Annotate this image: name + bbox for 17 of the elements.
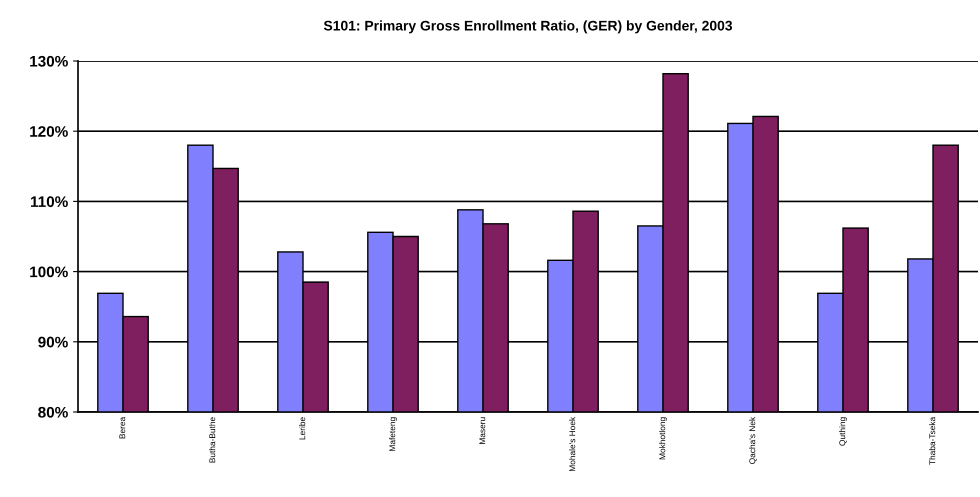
x-tick-label: Thaba-Tseka bbox=[929, 416, 936, 465]
y-tick-label: 80% bbox=[38, 406, 68, 418]
x-tick-label: Leribe bbox=[299, 417, 306, 440]
chart-title: S101: Primary Gross Enrollment Ratio, (GER) by Gender, 2003 bbox=[324, 20, 732, 34]
x-tick-label: Mafeteng bbox=[389, 417, 397, 451]
x-tick-label: Mohale's Hoek bbox=[569, 416, 576, 472]
x-tick-label: Qacha's Nek bbox=[749, 416, 757, 464]
y-tick-label: 120% bbox=[30, 126, 68, 137]
x-tick-label: Mokhotlong bbox=[659, 417, 667, 460]
x-tick-label: Berea bbox=[119, 416, 126, 438]
y-tick-label: 90% bbox=[38, 336, 68, 348]
y-tick-label: 100% bbox=[30, 266, 68, 278]
x-tick-label: Maseru bbox=[479, 417, 486, 444]
x-tick-label: Quthing bbox=[839, 417, 847, 446]
x-tick-label: Butha-Buthe bbox=[209, 417, 216, 463]
y-tick-label: 110% bbox=[31, 196, 68, 208]
y-tick-label: 130% bbox=[30, 56, 68, 67]
